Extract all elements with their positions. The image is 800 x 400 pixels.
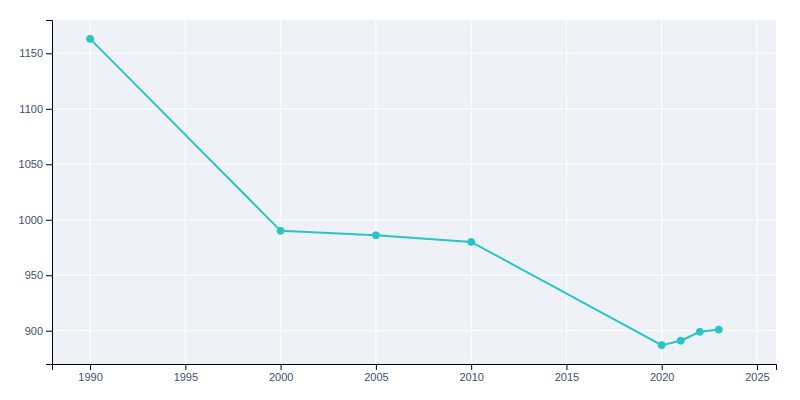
- y-tick-label: 900: [25, 325, 43, 337]
- x-tick-mark: [662, 364, 663, 370]
- y-grid-line: [52, 275, 776, 276]
- point: [677, 337, 684, 344]
- y-tick-mark: [46, 220, 52, 221]
- x-axis-line: [53, 365, 777, 371]
- x-tick-mark: [471, 364, 472, 370]
- x-grid-line: [375, 20, 376, 364]
- point: [277, 227, 284, 234]
- x-axis: 1990 1995 2000 2005 2010 2015 2020 2025: [53, 364, 777, 383]
- x-tick-label: 2000: [269, 371, 293, 383]
- x-tick-mark: [281, 364, 282, 370]
- x-tick-label: 1995: [174, 371, 198, 383]
- y-tick-mark: [46, 109, 52, 110]
- x-grid-line: [280, 20, 281, 364]
- x-tick: 2000: [269, 364, 293, 383]
- x-tick-label: 2020: [650, 371, 674, 383]
- x-tick-label: 1990: [78, 371, 102, 383]
- y-tick-mark: [46, 53, 52, 54]
- point: [372, 232, 379, 239]
- point: [468, 238, 475, 245]
- x-grid-line: [756, 20, 757, 364]
- x-tick: 2005: [364, 364, 388, 383]
- y-tick: 950: [25, 269, 52, 281]
- line: [90, 39, 719, 345]
- x-tick-mark: [185, 364, 186, 370]
- point: [658, 342, 665, 349]
- plot: 1990 1995 2000 2005 2010 2015 2020 2025 900 950 10…: [19, 20, 777, 383]
- y-axis-line: [46, 21, 53, 365]
- y-tick-mark: [46, 275, 52, 276]
- x-tick-mark: [757, 364, 758, 370]
- x-tick: 1995: [174, 364, 198, 383]
- y-tick-mark: [46, 164, 52, 165]
- x-tick: 2010: [459, 364, 483, 383]
- x-grid-line: [185, 20, 186, 364]
- x-grid-line: [90, 20, 91, 364]
- y-tick-label: 1000: [19, 214, 43, 226]
- y-tick-mark: [46, 331, 52, 332]
- y-grid-line: [52, 53, 776, 54]
- x-tick-label: 2015: [555, 371, 579, 383]
- x-tick-mark: [90, 364, 91, 370]
- x-tick-label: 2005: [364, 371, 388, 383]
- y-tick-label: 1150: [19, 47, 43, 59]
- x-grid-line: [661, 20, 662, 364]
- y-grid-line: [52, 330, 776, 331]
- x-tick: 1990: [78, 364, 102, 383]
- x-grid-line: [566, 20, 567, 364]
- x-tick-label: 2010: [459, 371, 483, 383]
- y-tick-label: 1050: [19, 158, 43, 170]
- y-tick: 1150: [19, 47, 52, 59]
- x-tick: 2015: [555, 364, 579, 383]
- plot-background: [52, 20, 776, 364]
- x-tick: 2020: [650, 364, 674, 383]
- x-grid-line: [471, 20, 472, 364]
- x-tick-mark: [376, 364, 377, 370]
- series: [87, 35, 723, 348]
- y-tick: 1050: [19, 158, 52, 170]
- point: [696, 328, 703, 335]
- y-tick: 1000: [19, 214, 52, 226]
- chart: 1990 1995 2000 2005 2010 2015 2020 2025 900 950 10…: [0, 0, 800, 400]
- grid: [52, 20, 776, 364]
- point: [87, 35, 94, 42]
- y-tick-label: 1100: [19, 103, 43, 115]
- y-axis: 900 950 1000 1050 1100 1150: [19, 21, 53, 365]
- x-tick-label: 2025: [745, 371, 769, 383]
- y-grid-line: [52, 164, 776, 165]
- y-tick: 900: [25, 325, 52, 337]
- x-tick: 2025: [745, 364, 769, 383]
- x-tick-mark: [566, 364, 567, 370]
- y-tick: 1100: [19, 103, 52, 115]
- point: [715, 326, 722, 333]
- y-grid-line: [52, 219, 776, 220]
- y-tick-label: 950: [25, 269, 43, 281]
